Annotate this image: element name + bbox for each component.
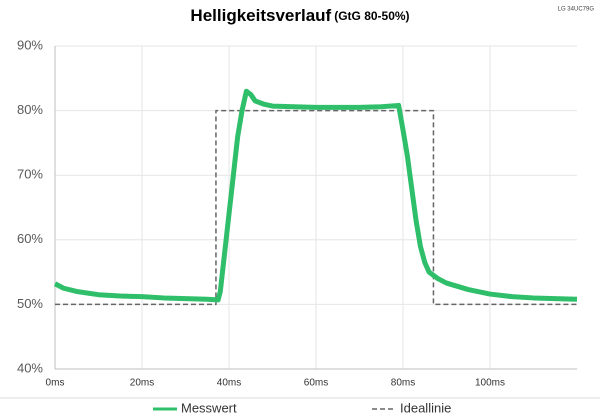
annotation: LG 34UC79G — [558, 7, 595, 13]
x-tick-label: 20ms — [130, 378, 154, 389]
y-tick-label: 60% — [17, 231, 43, 246]
legend-label: Ideallinie — [400, 400, 451, 415]
chart-title: Helligkeitsverlauf (GtG 80-50%) — [190, 6, 409, 25]
x-tick-label: 60ms — [304, 378, 328, 389]
title: Helligkeitsverlauf — [190, 6, 331, 25]
x-tick-label: 100ms — [475, 378, 505, 389]
y-tick-label: 70% — [17, 167, 43, 182]
y-tick-label: 50% — [17, 296, 43, 311]
subtitle: (GtG 80-50%) — [334, 9, 409, 23]
x-tick-label: 0ms — [46, 378, 65, 389]
x-tick-label: 40ms — [217, 378, 241, 389]
y-tick-label: 80% — [17, 102, 43, 117]
line — [53, 88, 578, 303]
legend-label: Messwert — [181, 400, 237, 415]
y-tick-label: 90% — [17, 37, 43, 52]
x-tick-label: 80ms — [391, 378, 415, 389]
y-tick-label: 40% — [17, 360, 43, 375]
